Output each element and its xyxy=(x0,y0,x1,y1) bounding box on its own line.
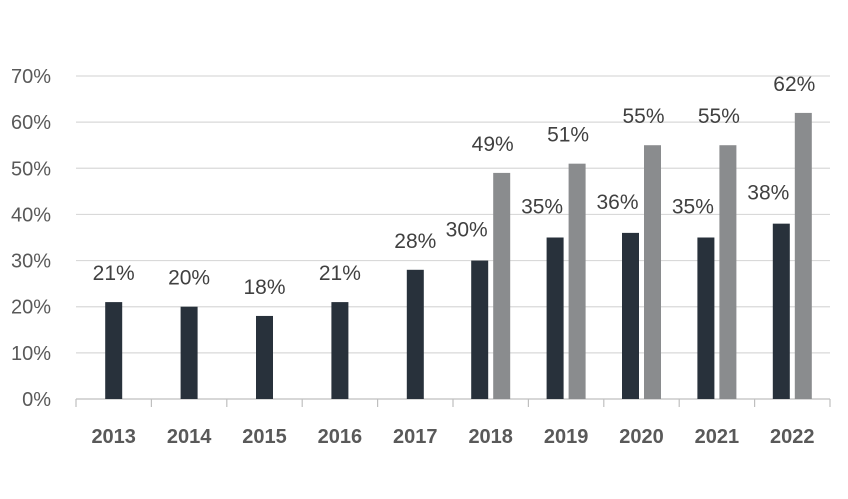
y-tick-label: 40% xyxy=(11,204,51,226)
bar-series1 xyxy=(256,315,273,399)
data-labels: 21% 20% 18% 21% 28% 30% 49% 35% 51% 36% 55% 35% 55% 3… xyxy=(93,73,816,299)
data-label-series1: 35% xyxy=(672,196,714,219)
y-tick-label: 20% xyxy=(11,297,51,319)
bar-series2 xyxy=(493,172,511,399)
bar-series1 xyxy=(772,223,790,399)
bar-series1 xyxy=(406,269,424,399)
y-tick-label: 0% xyxy=(22,389,51,411)
y-tick-label: 50% xyxy=(11,158,51,180)
bar-series2 xyxy=(568,163,586,399)
x-tick-label: 2022 xyxy=(770,426,815,448)
gridlines xyxy=(76,75,830,354)
data-label-series2: 51% xyxy=(547,124,589,147)
x-tick-label: 2021 xyxy=(695,426,740,448)
x-tick-label: 2015 xyxy=(242,426,287,448)
data-label-series1: 21% xyxy=(319,262,361,285)
data-label-series1: 30% xyxy=(446,219,488,242)
y-tick-label: 30% xyxy=(11,251,51,273)
data-label-series2: 55% xyxy=(698,105,740,128)
data-label-series1: 28% xyxy=(394,230,436,253)
bar-series2 xyxy=(794,112,812,400)
bar-series2 xyxy=(719,145,737,399)
bar-series1 xyxy=(180,306,198,399)
data-label-series1: 36% xyxy=(596,191,638,214)
x-tick-label: 2017 xyxy=(393,426,438,448)
bar-series1 xyxy=(471,260,489,399)
data-label-series1: 20% xyxy=(168,267,210,290)
bar-series2 xyxy=(644,145,661,399)
x-tick-label: 2016 xyxy=(318,426,363,448)
bar-series1 xyxy=(546,237,564,399)
x-tick-label: 2020 xyxy=(619,426,664,448)
bars xyxy=(105,112,812,400)
data-label-series2: 49% xyxy=(472,133,514,156)
data-label-series2: 55% xyxy=(622,105,664,128)
data-label-series1: 38% xyxy=(747,182,789,205)
data-label-series1: 35% xyxy=(521,196,563,219)
bar-series1 xyxy=(105,302,123,399)
data-label-series1: 18% xyxy=(243,276,285,299)
data-label-series2: 62% xyxy=(773,73,815,96)
data-label-series1: 21% xyxy=(93,262,135,285)
y-tick-label: 10% xyxy=(11,343,51,365)
x-tick-label: 2018 xyxy=(468,426,513,448)
bar-series1 xyxy=(697,237,715,399)
x-tick-label: 2014 xyxy=(167,426,212,448)
x-tick-label: 2013 xyxy=(91,426,136,448)
bar-series1 xyxy=(331,302,349,399)
y-tick-label: 60% xyxy=(11,112,51,134)
axes: 0% 10% 20% 30% 40% 50% 60% 70% 2013 2014 2015 2016 2… xyxy=(11,66,831,448)
x-tick-label: 2019 xyxy=(544,426,589,448)
bar-series1 xyxy=(622,232,639,399)
y-tick-label: 70% xyxy=(11,66,51,88)
